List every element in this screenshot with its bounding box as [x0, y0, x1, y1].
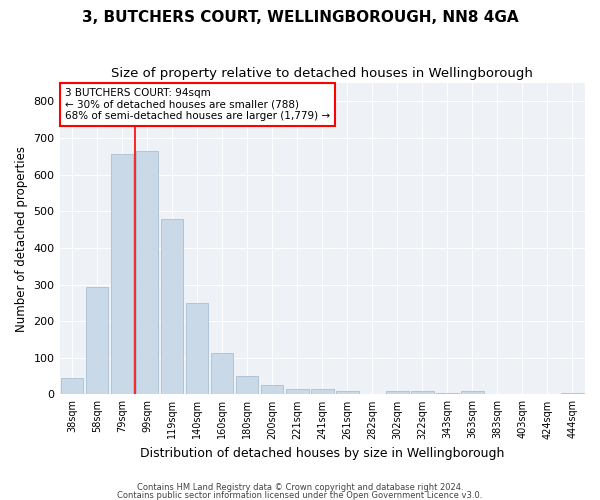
Bar [111, 154, 133, 394]
Bar [561, 393, 584, 394]
Text: Contains public sector information licensed under the Open Government Licence v3: Contains public sector information licen… [118, 490, 482, 500]
Title: Size of property relative to detached houses in Wellingborough: Size of property relative to detached ho… [112, 68, 533, 80]
Bar [186, 303, 208, 394]
Text: Contains HM Land Registry data © Crown copyright and database right 2024.: Contains HM Land Registry data © Crown c… [137, 484, 463, 492]
Bar [461, 392, 484, 394]
Bar [61, 378, 83, 394]
Bar [286, 390, 308, 394]
Bar [336, 392, 359, 394]
Bar [411, 392, 434, 394]
Text: 3, BUTCHERS COURT, WELLINGBOROUGH, NN8 4GA: 3, BUTCHERS COURT, WELLINGBOROUGH, NN8 4… [82, 10, 518, 25]
Bar [236, 376, 259, 394]
Bar [211, 353, 233, 395]
Y-axis label: Number of detached properties: Number of detached properties [15, 146, 28, 332]
Bar [161, 220, 184, 394]
Bar [136, 151, 158, 394]
Bar [311, 390, 334, 394]
Bar [386, 392, 409, 394]
Bar [261, 384, 283, 394]
Bar [436, 393, 458, 394]
X-axis label: Distribution of detached houses by size in Wellingborough: Distribution of detached houses by size … [140, 447, 505, 460]
Bar [86, 287, 109, 395]
Text: 3 BUTCHERS COURT: 94sqm
← 30% of detached houses are smaller (788)
68% of semi-d: 3 BUTCHERS COURT: 94sqm ← 30% of detache… [65, 88, 330, 121]
